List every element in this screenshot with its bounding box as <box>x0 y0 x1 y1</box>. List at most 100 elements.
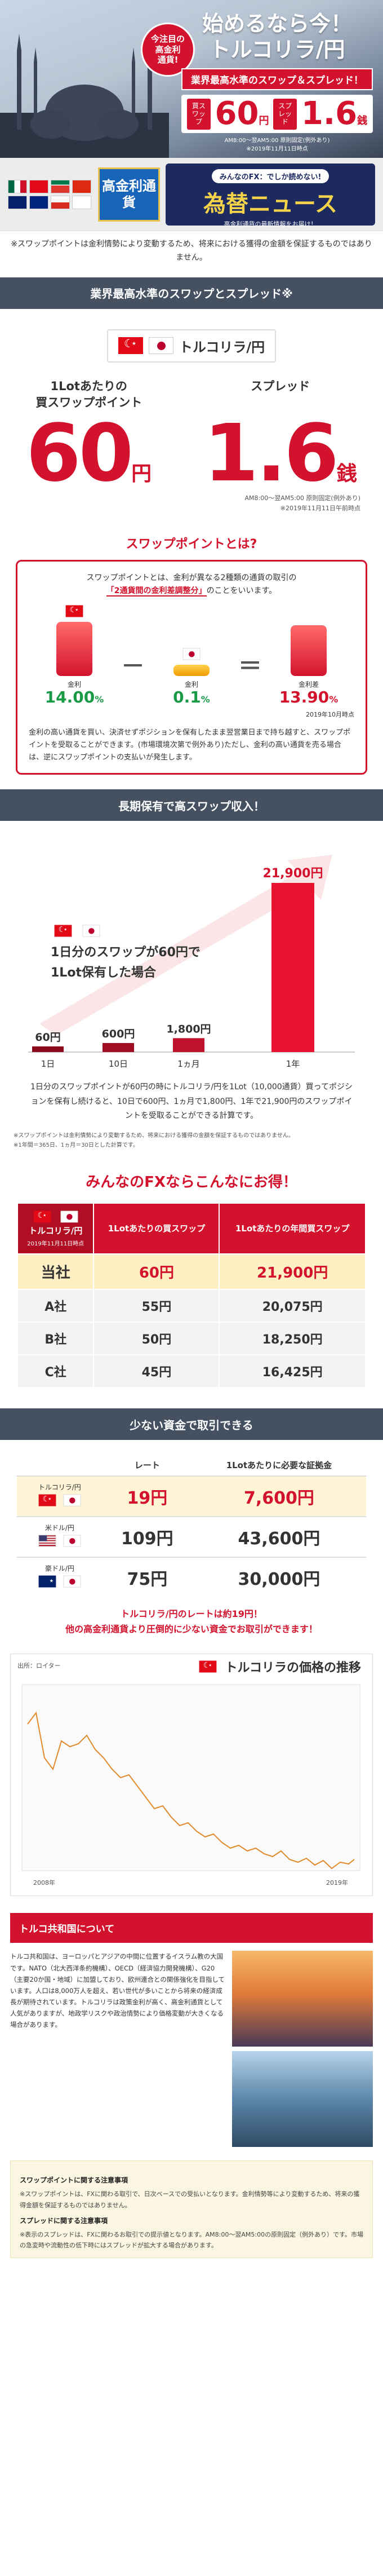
hero-spread-label: スプレッド <box>273 98 297 130</box>
capital-rate: 75円 <box>102 1557 192 1597</box>
turkey-flag-icon <box>118 337 143 355</box>
japan-flag-icon <box>63 1494 81 1506</box>
news-sub: 高金利通貨の最新情報をお届け！ <box>224 220 317 228</box>
result-rate-value: 13.90 <box>279 688 329 707</box>
spread-stat: スプレッド 1.6銭 <box>204 378 357 494</box>
capital-table: レート 1Lotあたりに必要な証拠金 トルコリラ/円 19円 7,600円 米ド… <box>17 1455 366 1597</box>
swap-label-1: 1Lotあたりの <box>50 379 127 393</box>
badge-line: 今注目の <box>150 33 185 44</box>
capital-pair: トルコリラ/円 <box>17 1475 103 1517</box>
hold-caption: 1日分のスワップポイントが60円の時にトルコリラ/円を1Lot（10,000通貨… <box>30 1082 353 1120</box>
high-rate-value: 14.00 <box>44 688 95 707</box>
canada-flag-icon <box>51 195 70 209</box>
capital-head-empty <box>17 1455 103 1476</box>
pct-sign: % <box>201 694 210 705</box>
what-desc: スワップポイントとは、金利が異なる2種類の通貨の取引の 「2通貨間の金利差調整分… <box>29 572 354 599</box>
japan-flag-icon <box>63 1575 81 1588</box>
capital-pair: 米ドル/円 <box>17 1516 103 1557</box>
hold-flags <box>51 922 201 939</box>
company-swap: 60円 <box>93 1253 220 1290</box>
high-rate-jar <box>56 622 92 677</box>
hold-info-1: 1日分のスワップが60円で <box>51 945 201 960</box>
hero-metrics: 買スワップ 60円 スプレッド 1.6銭 <box>181 95 373 134</box>
australia-flag-icon <box>8 195 27 209</box>
about-title: トルコ共和国について <box>10 1913 373 1943</box>
capital-pair: 豪ドル/円 <box>17 1557 103 1597</box>
capital-message-1: トルコリラ/円のレートは約19円！ <box>121 1609 262 1619</box>
about-images <box>232 1951 373 2148</box>
company-name: C社 <box>16 1354 95 1388</box>
swap-growth-chart: 60円 1日 600円 10日 1,800円 1ヵ月 21,900円 1年 1日分のスワップが… <box>17 838 366 1075</box>
company-swap: 50円 <box>93 1322 220 1355</box>
australia-flag-icon <box>38 1575 56 1588</box>
turkey-flag-icon <box>54 925 72 937</box>
rate-date: 2019年10月時点 <box>306 711 354 719</box>
bar-category-label-3: 1年 <box>286 1059 300 1069</box>
japan-flag-icon <box>82 925 100 937</box>
company-year-swap: 20,075円 <box>219 1289 366 1323</box>
result-rate-col: 金利差 13.90% <box>272 625 345 706</box>
turkey-flag-icon <box>38 1494 56 1506</box>
hold-note: ※スワップポイントは金利情勢により変動するため、将来における獲得の金額を保証する… <box>14 1133 294 1139</box>
hero-spread-unit: 銭 <box>357 115 368 127</box>
badge-line: 高金利 <box>155 44 181 55</box>
spread-note: AM8:00～翌AM5:00 原則固定(例外あり) ※2019年11月11日午前… <box>0 493 383 513</box>
capital-margin: 7,600円 <box>192 1475 366 1517</box>
hero-note-1: AM8:00～翌AM5:00 <box>224 138 279 144</box>
capital-head-rate: レート <box>134 1460 160 1470</box>
compare-date: 2019年11月11日時点 <box>27 1241 84 1247</box>
bar-value-label-0: 60円 <box>35 1031 60 1044</box>
japan-flag-icon <box>148 337 173 355</box>
bar-0 <box>32 1046 64 1053</box>
spread-value: 1.6 <box>203 407 339 500</box>
hero-note: AM8:00～翌AM5:00 原則固定(例外あり) ※2019年11月11日時点 <box>181 136 373 153</box>
price-line-svg: 2008年 2019年 <box>21 1684 360 1886</box>
compare-flags <box>20 1208 91 1225</box>
attention-badge: 今注目の 高金利 通貨! <box>141 23 195 77</box>
pair-title: トルコリラ/円 <box>107 329 276 363</box>
mosque-skyline-image <box>0 34 169 158</box>
result-rate-jar <box>291 625 327 677</box>
hero-headline-2: トルコリラ/円 <box>209 37 345 62</box>
hero-swap-label: 買スワップ <box>186 98 211 130</box>
hold-info: 1日分のスワップが60円で 1Lot保有した場合 <box>51 922 201 982</box>
hero-swap-value: 60 <box>215 95 259 132</box>
capital-rate: 109円 <box>102 1516 192 1557</box>
page: 今注目の 高金利 通貨! 始めるなら今！ トルコリラ/円 業界最高水準のスワップ… <box>0 0 383 2258</box>
usa-flag-icon <box>38 1535 56 1547</box>
capital-head-margin: 1Lotあたりに必要な証拠金 <box>226 1460 332 1470</box>
footer-text-2: ※表示のスプレッドは、FXに関わるお取引での提示値となります。AM8:00～翌A… <box>20 2230 363 2250</box>
compare-title: みんなのFXならこんなにお得！ <box>86 1174 297 1191</box>
swap-label: 1Lotあたりの 買スワップポイント <box>26 378 152 412</box>
equals-sign: ＝ <box>238 652 262 681</box>
bar-value-label-3: 21,900円 <box>263 867 323 881</box>
capital-pair-name: 豪ドル/円 <box>44 1565 74 1572</box>
spread-value-wrap: 1.6銭 <box>204 414 357 493</box>
what-is-swap-box: スワップポイントとは、金利が異なる2種類の通貨の取引の 「2通貨間の金利差調整分… <box>16 559 367 775</box>
footer-heading-1: スワップポイントに関する注意事項 <box>20 2176 128 2185</box>
swap-label-2: 買スワップポイント <box>35 395 142 409</box>
istanbul-bridge-image <box>232 2051 373 2148</box>
hero-headline-1: 始めるなら今！ <box>202 11 352 36</box>
hero-banner[interactable]: 今注目の 高金利 通貨! 始めるなら今！ トルコリラ/円 業界最高水準のスワップ… <box>0 0 383 158</box>
hero-spread-value: 1.6 <box>301 95 358 132</box>
high-rate-tag: 高金利通貨 <box>98 167 160 222</box>
bar-2 <box>173 1038 204 1053</box>
table-row: 当社 60円 21,900円 <box>16 1253 366 1290</box>
hero-swap-unit: 円 <box>259 115 269 127</box>
news-banner[interactable]: 高金利通貨 みんなのFX：でしか読めない! 為替ニュース 高金利通貨の最新情報を… <box>0 158 383 231</box>
swap-stat: 1Lotあたりの 買スワップポイント 60円 <box>26 378 152 494</box>
section-header-longhold: 長期保有で高スワップ収入！ <box>0 789 383 821</box>
japan-flag-icon <box>72 195 91 209</box>
japan-flag-icon <box>63 1535 81 1547</box>
swap-value: 60 <box>26 408 133 500</box>
what-desc-1: スワップポイントとは、金利が異なる2種類の通貨の取引の <box>86 573 297 582</box>
x-end-label: 2019年 <box>326 1879 348 1886</box>
result-rate: 13.90% <box>272 688 345 707</box>
footer-heading-2: スプレッドに関する注意事項 <box>20 2216 108 2225</box>
compare-head-swap: 1Lotあたりの買スワップ <box>93 1203 220 1254</box>
bar-1 <box>103 1043 134 1053</box>
pct-sign: % <box>329 694 339 705</box>
high-rate: 14.00% <box>38 688 111 707</box>
price-chart-title: トルコリラの価格の推移 <box>225 1661 361 1676</box>
